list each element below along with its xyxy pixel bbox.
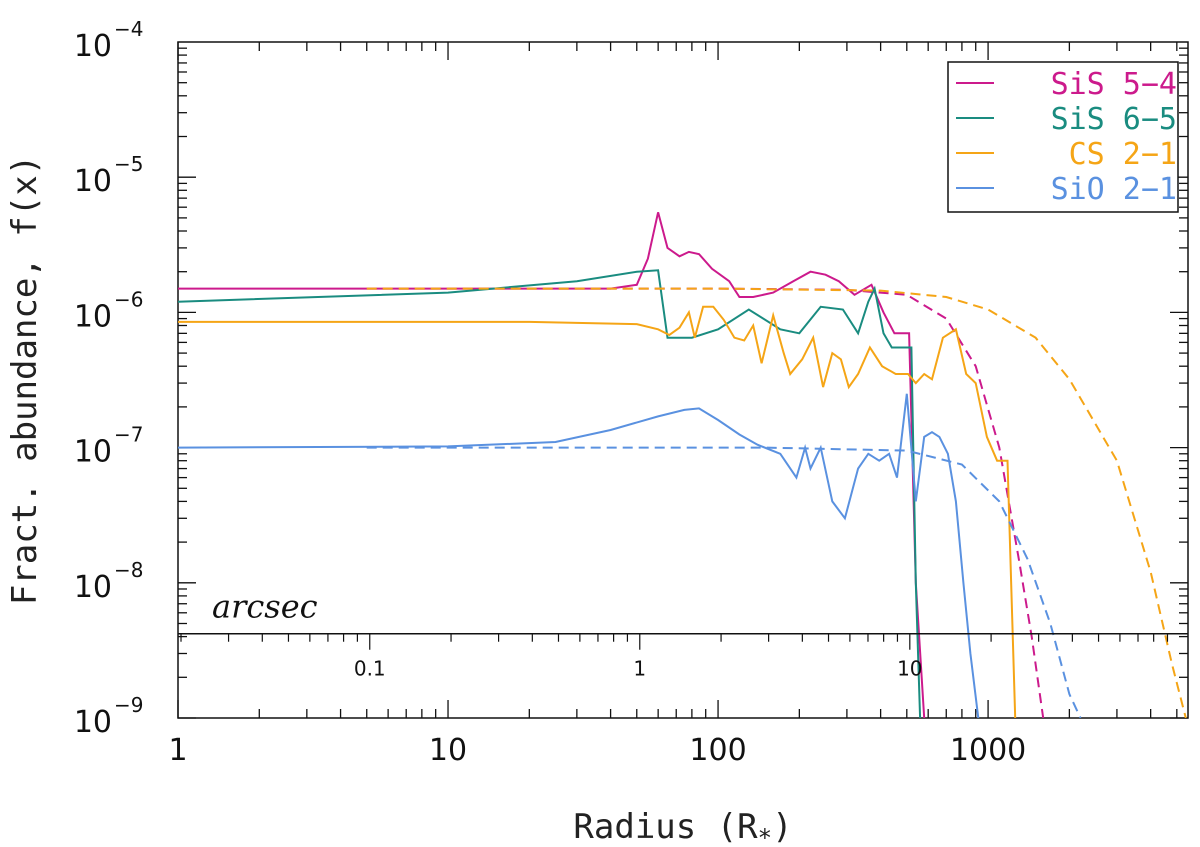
- series-model-dashed-cs-2: [366, 287, 1187, 718]
- y-tick-label: 10 −4: [74, 17, 144, 64]
- legend-label-sio-3: SiO 2−1: [1051, 172, 1177, 207]
- y-tick-exponent: −9: [114, 693, 143, 717]
- legend-label-sis-0: SiS 5−4: [1051, 67, 1177, 102]
- x-tick-label: 10: [429, 733, 467, 768]
- arcsec-axis: 0.1 1 10 arcsec: [178, 588, 1188, 681]
- y-tick-base: 10: [74, 705, 112, 740]
- y-tick-base: 10: [74, 435, 112, 470]
- y-tick-base: 10: [74, 164, 112, 199]
- y-tick-base: 10: [74, 29, 112, 64]
- y-tick-label: 10 −5: [74, 152, 144, 199]
- y-tick-label: 10 −9: [74, 693, 144, 740]
- arcsec-tick-label: 10: [897, 657, 922, 681]
- arcsec-tick-label: 0.1: [354, 657, 386, 681]
- plot-area: [178, 212, 1187, 718]
- series-line-sis-1: [178, 269, 922, 718]
- plot-frame: [177, 41, 1189, 719]
- y-tick-exponent: −5: [114, 152, 143, 176]
- x-tick-label: 1: [168, 733, 187, 768]
- y-tick-base: 10: [74, 299, 112, 334]
- y-axis-title: Fract. abundance, f(x): [5, 155, 45, 605]
- y-tick-label: 10 −7: [74, 423, 144, 470]
- legend-label-sis-1: SiS 6−5: [1051, 102, 1177, 137]
- y-tick-exponent: −7: [114, 423, 143, 447]
- y-tick-label: 10 −8: [74, 558, 144, 605]
- y-tick-exponent: −4: [114, 17, 143, 41]
- y-tick-base: 10: [74, 570, 112, 605]
- y-tick-label: 10 −6: [74, 287, 144, 334]
- series-model-dashed-sio-3: [366, 446, 1082, 718]
- series-line-sio-3: [178, 393, 980, 718]
- y-tick-exponent: −6: [114, 287, 143, 311]
- arcsec-title: arcsec: [212, 588, 318, 626]
- x-tick-label: 100: [689, 733, 746, 768]
- series-line-cs-2: [178, 305, 1017, 718]
- legend-label-cs-2: CS 2−1: [1069, 137, 1177, 172]
- y-tick-exponent: −8: [114, 558, 143, 582]
- series-model-dashed-sis-0: [366, 287, 1045, 718]
- arcsec-tick-label: 1: [633, 657, 646, 681]
- x-axis-title: Radius (R*): [573, 807, 792, 847]
- series-line-sis-0: [178, 212, 926, 718]
- x-tick-label: 1000: [950, 733, 1026, 768]
